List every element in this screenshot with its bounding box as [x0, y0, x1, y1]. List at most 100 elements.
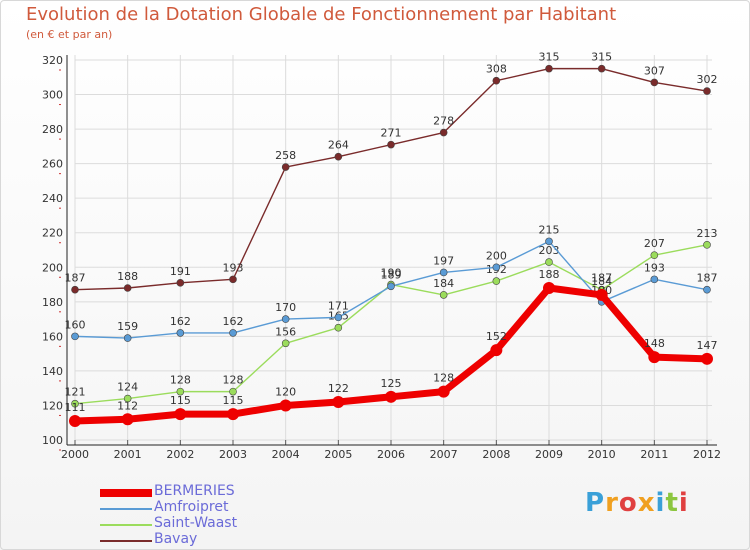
data-label-bavay-2008: 308: [486, 63, 507, 76]
point-bermeries-2007: [437, 385, 450, 398]
point-bavay-2005: [334, 152, 343, 161]
data-label-saint-waast-2006: 190: [381, 267, 402, 280]
data-label-amfroipret-2002: 162: [170, 315, 191, 328]
point-saint-waast-2011: [650, 251, 659, 259]
data-label-bermeries-2003: 115: [223, 394, 244, 407]
x-tick-label-2004: 2004: [272, 448, 300, 461]
data-label-amfroipret-2005: 171: [328, 299, 349, 312]
point-bermeries-2012: [701, 352, 713, 365]
x-tick-label-2000: 2000: [61, 448, 89, 461]
point-amfroipret-2004: [281, 315, 290, 323]
data-label-saint-waast-2003: 128: [223, 374, 244, 387]
data-label-bavay-2005: 264: [328, 139, 349, 152]
point-saint-waast-2003: [229, 387, 237, 396]
data-label-bermeries-2011: 148: [644, 337, 665, 350]
y-tick-label-280: 280: [42, 123, 63, 136]
data-label-amfroipret-2003: 162: [223, 315, 244, 328]
point-saint-waast-2002: [176, 387, 185, 396]
point-bavay-2007: [439, 128, 448, 137]
point-bavay-2002: [176, 279, 185, 287]
point-bermeries-2005: [332, 396, 345, 408]
point-bermeries-2010: [595, 288, 608, 301]
y-tick-label-240: 240: [42, 192, 63, 205]
data-label-bermeries-2010: 184: [591, 275, 612, 288]
y-tick-label-260: 260: [42, 158, 63, 171]
data-label-bavay-2004: 258: [275, 149, 296, 162]
point-saint-waast-2000: [71, 399, 79, 408]
x-tick-label-2008: 2008: [482, 448, 510, 461]
point-bermeries-2002: [174, 408, 187, 421]
point-amfroipret-2002: [176, 329, 185, 337]
x-tick-label-2011: 2011: [640, 448, 668, 461]
y-tick-label-200: 200: [42, 261, 63, 274]
point-bermeries-2011: [648, 351, 661, 364]
y-tick-label-180: 180: [42, 296, 63, 309]
data-label-bavay-2012: 302: [697, 73, 718, 86]
point-amfroipret-2008: [492, 263, 501, 272]
y-tick-label-120: 120: [42, 399, 63, 412]
point-bermeries-2001: [121, 413, 134, 426]
data-label-saint-waast-2007: 184: [433, 277, 454, 290]
legend-swatch-bavay: [100, 540, 152, 542]
data-label-saint-waast-2012: 213: [697, 227, 718, 240]
data-label-saint-waast-2001: 124: [117, 381, 138, 394]
point-bermeries-2008: [490, 344, 503, 357]
point-amfroipret-2012: [703, 285, 711, 294]
point-saint-waast-2005: [334, 323, 343, 332]
x-tick-label-2002: 2002: [166, 448, 194, 461]
data-label-bavay-2007: 278: [433, 115, 454, 128]
chart-subtitle: (en € et par an): [26, 28, 113, 41]
x-tick-label-2006: 2006: [377, 448, 405, 461]
data-label-amfroipret-2000: 160: [65, 318, 86, 331]
x-tick-label-2010: 2010: [588, 448, 616, 461]
legend-label-saint-waast: Saint-Waast: [154, 515, 238, 531]
data-label-bavay-2011: 307: [644, 64, 665, 77]
data-label-bavay-2006: 271: [381, 127, 402, 140]
data-label-amfroipret-2012: 187: [697, 272, 718, 285]
legend-label-amfroipret: Amfroipret: [154, 499, 229, 515]
y-tick-label-300: 300: [42, 89, 63, 102]
data-label-amfroipret-2004: 170: [275, 301, 296, 314]
data-label-bermeries-2004: 120: [275, 385, 296, 398]
data-label-amfroipret-2006: 189: [381, 268, 402, 281]
point-bermeries-2003: [227, 408, 239, 421]
x-tick-label-2009: 2009: [535, 448, 563, 461]
point-amfroipret-2011: [650, 275, 659, 284]
legend-swatch-bermeries: [100, 489, 152, 497]
x-tick-label-2005: 2005: [324, 448, 352, 461]
point-bermeries-2004: [279, 399, 292, 412]
y-tick-label-320: 320: [42, 54, 63, 67]
point-amfroipret-2005: [334, 313, 343, 322]
data-label-saint-waast-2011: 207: [644, 237, 665, 250]
point-saint-waast-2001: [123, 394, 132, 403]
point-bavay-2010: [597, 64, 606, 73]
point-bavay-2006: [387, 140, 395, 149]
data-label-bermeries-2012: 147: [697, 339, 718, 352]
legend-label-bavay: Bavay: [154, 531, 198, 547]
data-label-saint-waast-2000: 121: [65, 386, 86, 399]
data-label-amfroipret-2001: 159: [117, 320, 138, 333]
point-bavay-2008: [492, 76, 501, 85]
point-bavay-2012: [703, 87, 711, 95]
point-amfroipret-2007: [439, 268, 448, 277]
point-bermeries-2000: [69, 415, 81, 427]
point-amfroipret-2003: [229, 329, 237, 337]
point-bavay-2001: [123, 284, 132, 292]
point-saint-waast-2004: [281, 339, 290, 348]
data-label-saint-waast-2004: 156: [275, 325, 296, 338]
data-label-amfroipret-2009: 215: [539, 223, 560, 236]
data-label-bermeries-2007: 128: [433, 372, 454, 385]
x-tick-label-2001: 2001: [114, 448, 142, 461]
chart-title: Evolution de la Dotation Globale de Fonc…: [26, 4, 617, 25]
x-tick-label-2003: 2003: [219, 448, 247, 461]
legend-label-bermeries: BERMERIES: [154, 483, 235, 499]
y-tick-label-220: 220: [42, 227, 63, 240]
data-label-bermeries-2000: 111: [65, 401, 86, 414]
point-saint-waast-2007: [439, 291, 448, 299]
x-tick-label-2012: 2012: [693, 448, 721, 461]
data-label-saint-waast-2002: 128: [170, 374, 191, 387]
proxiti-logo: Proxiti: [585, 488, 689, 518]
point-saint-waast-2008: [492, 277, 501, 285]
data-label-saint-waast-2010: 187: [591, 272, 612, 285]
